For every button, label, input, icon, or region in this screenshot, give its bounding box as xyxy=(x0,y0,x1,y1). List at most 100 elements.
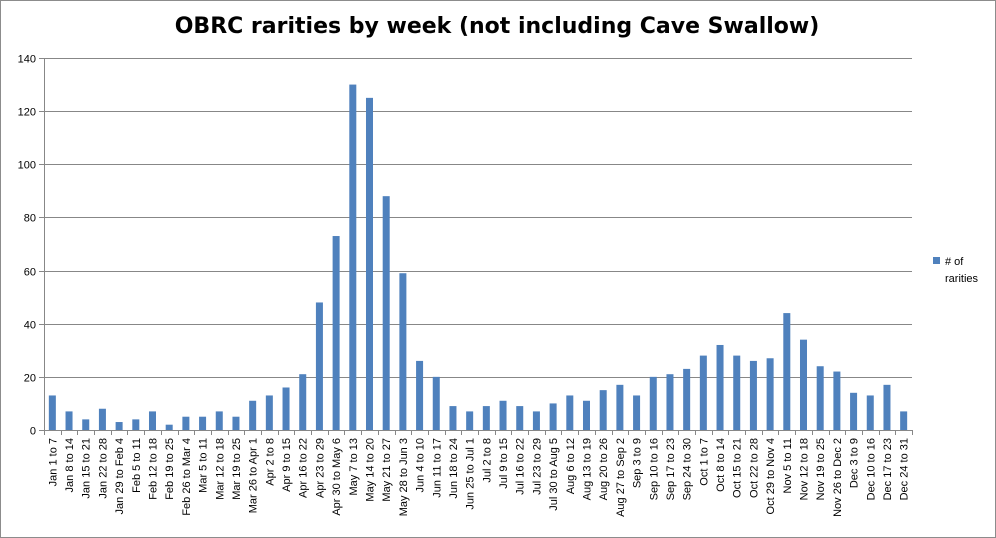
bar xyxy=(532,411,540,430)
bar xyxy=(432,376,440,430)
x-tick-label: Apr 2 to 8 xyxy=(264,438,276,486)
bar xyxy=(148,411,156,430)
bar xyxy=(766,358,774,430)
bar xyxy=(716,344,724,430)
x-tick-label: Sep 10 to 16 xyxy=(648,438,660,500)
x-tick-labels: Jan 1 to 7 Jan 8 to 14 Jan 15 to 21 Jan 22 … xyxy=(47,438,910,517)
y-tick-label: 60 xyxy=(24,267,36,279)
bar xyxy=(866,395,874,430)
bar xyxy=(516,406,524,430)
y-tick-labels: 0 20 40 60 80 100 120 140 xyxy=(18,54,36,438)
bar xyxy=(332,236,340,430)
bar xyxy=(282,387,290,430)
x-tick-label: Jul 9 to 15 xyxy=(498,438,510,489)
x-tick-label: Oct 1 to 7 xyxy=(698,438,710,486)
bar xyxy=(850,392,858,430)
y-tick-label: 0 xyxy=(30,426,36,438)
x-tick-label: Feb 12 to 18 xyxy=(148,438,160,500)
bar xyxy=(299,374,307,430)
bar xyxy=(549,403,557,430)
x-tick-label: Jun 4 to 10 xyxy=(415,438,427,492)
x-tick-label: Aug 13 to 19 xyxy=(582,438,594,500)
x-tick-label: Feb 26 to Mar 4 xyxy=(181,438,193,516)
x-tick-label: Jul 2 to 8 xyxy=(481,438,493,483)
bar xyxy=(683,368,691,430)
x-tick-label: May 14 to 20 xyxy=(365,438,377,502)
x-tick-label: Sep 3 to 9 xyxy=(632,438,644,488)
x-tick-label: Apr 16 to 22 xyxy=(298,438,310,498)
bar xyxy=(182,416,190,430)
x-tick-label: Mar 19 to 25 xyxy=(231,438,243,500)
x-tick-label: Jul 30 to Aug 5 xyxy=(548,438,560,511)
bar xyxy=(399,273,407,430)
x-tick-label: Oct 22 to 28 xyxy=(748,438,760,498)
bar xyxy=(466,411,474,430)
gridlines xyxy=(44,58,912,378)
y-tick-label: 40 xyxy=(24,320,36,332)
y-tick-label: 100 xyxy=(18,160,36,172)
bar xyxy=(566,395,574,430)
x-tick-label: Aug 27 to Sep 2 xyxy=(615,438,627,517)
x-tick-label: May 7 to 13 xyxy=(348,438,360,495)
bar xyxy=(265,395,273,430)
x-tick-label: Mar 5 to 11 xyxy=(198,438,210,493)
bar xyxy=(249,400,257,430)
y-tick-label: 80 xyxy=(24,213,36,225)
bar xyxy=(416,360,424,430)
x-tick-label: Aug 6 to 12 xyxy=(565,438,577,494)
bar xyxy=(215,411,223,430)
bar xyxy=(582,400,590,430)
y-tick-label: 140 xyxy=(18,54,36,66)
x-tick-label: Jan 29 to Feb 4 xyxy=(114,438,126,514)
x-tick-label: Nov 26 to Dec 2 xyxy=(832,438,844,517)
x-tick-label: Dec 3 to 9 xyxy=(849,438,861,488)
x-tick-label: Jan 1 to 7 xyxy=(47,438,59,486)
bar xyxy=(382,196,390,430)
x-tick-label: Dec 10 to 16 xyxy=(865,438,877,500)
x-tick-label: Jul 23 to 29 xyxy=(531,438,543,495)
x-tick-label: May 28 to Jun 3 xyxy=(398,438,410,516)
bar xyxy=(165,424,173,430)
x-tick-label: Apr 23 to 29 xyxy=(314,438,326,498)
x-tick-label: Jan 22 to 28 xyxy=(97,438,109,499)
x-tick-label: Mar 12 to 18 xyxy=(214,438,226,500)
bar xyxy=(82,419,90,430)
bars xyxy=(48,84,908,431)
x-tick-label: Oct 8 to 14 xyxy=(715,438,727,492)
bar xyxy=(666,374,674,430)
bar xyxy=(315,302,323,430)
bar xyxy=(749,360,757,430)
bar xyxy=(783,313,791,430)
x-tick-label: Jan 8 to 14 xyxy=(64,438,76,492)
x-tick-label: Nov 19 to 25 xyxy=(815,438,827,500)
x-tick-label: Dec 24 to 31 xyxy=(899,438,911,500)
bar xyxy=(833,371,841,430)
bar xyxy=(115,422,123,430)
x-tick-label: Oct 29 to Nov 4 xyxy=(765,438,777,514)
bar xyxy=(349,84,357,430)
x-tick-label: Jun 25 to Jul 1 xyxy=(465,438,477,510)
chart-title: OBRC rarities by week (not including Cav… xyxy=(174,14,820,39)
y-tick-label: 120 xyxy=(18,107,36,119)
bar xyxy=(649,376,657,430)
legend: # of rarities xyxy=(933,256,979,285)
x-tick-label: Sep 24 to 30 xyxy=(682,438,694,500)
x-tick-label: Jun 11 to 17 xyxy=(431,438,443,498)
x-tick-label: Nov 5 to 11 xyxy=(782,438,794,493)
bar xyxy=(699,355,707,430)
bar xyxy=(365,97,373,431)
bar xyxy=(199,416,207,430)
x-tick-label: Feb 19 to 25 xyxy=(164,438,176,500)
bar xyxy=(599,390,607,430)
x-tick-label: Oct 15 to 21 xyxy=(732,438,744,498)
x-tick-label: May 21 to 27 xyxy=(381,438,393,502)
bar xyxy=(232,416,240,430)
bar xyxy=(900,411,908,430)
bar xyxy=(98,408,106,430)
x-tick-label: Mar 26 to Apr 1 xyxy=(248,438,260,513)
axes xyxy=(39,58,913,435)
bar xyxy=(733,355,741,430)
x-tick-label: Apr 30 to May 6 xyxy=(331,438,343,516)
